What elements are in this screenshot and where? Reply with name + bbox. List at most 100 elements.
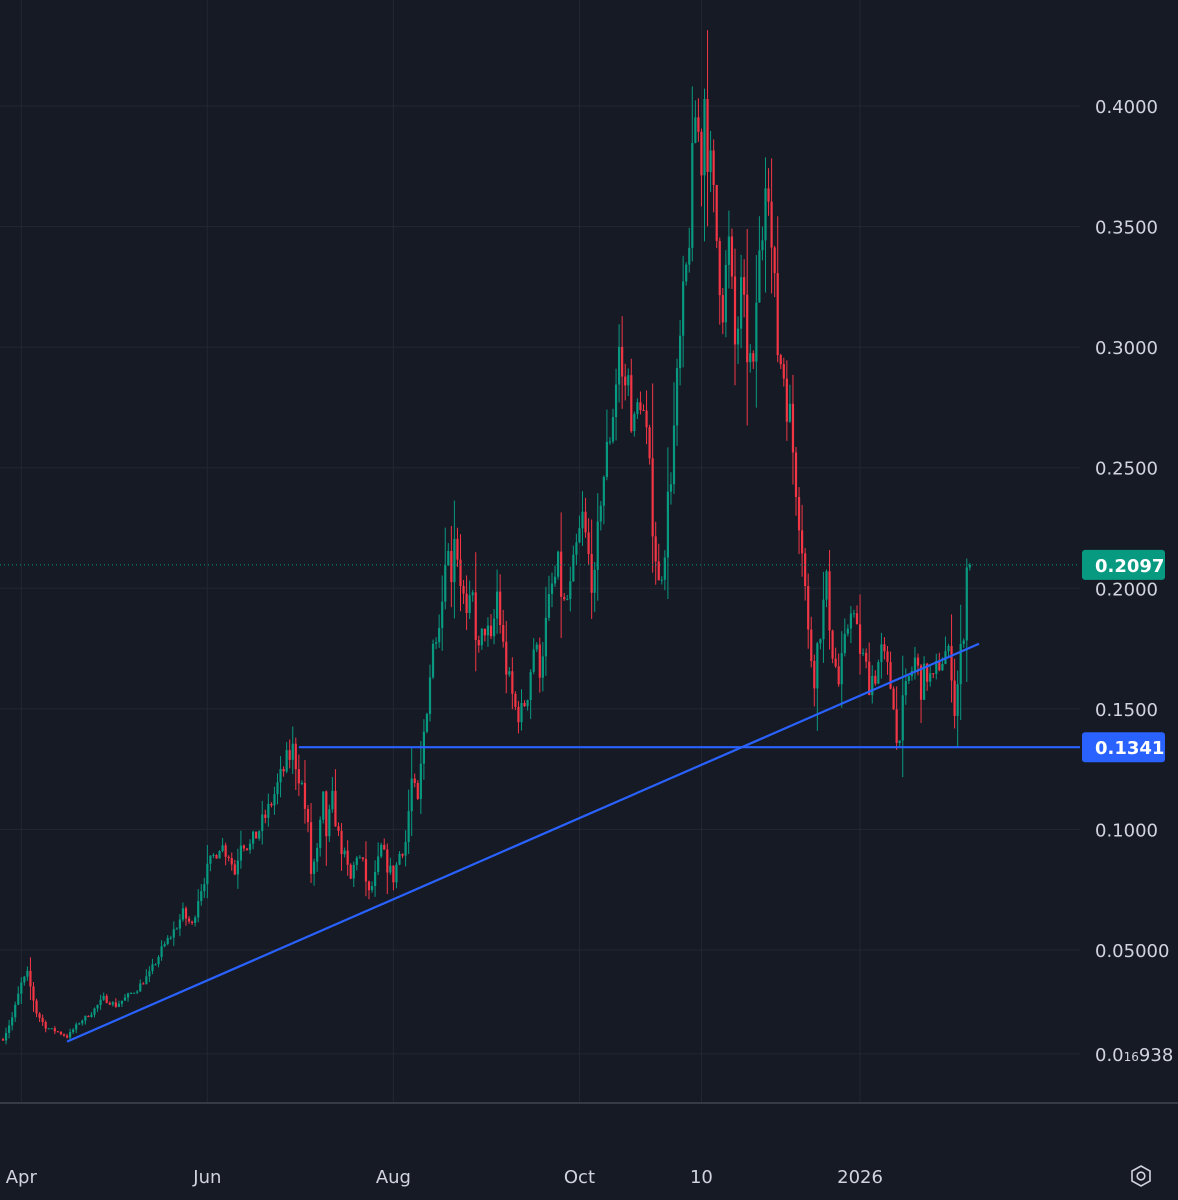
- candle-body: [682, 281, 685, 336]
- candle: [194, 915, 197, 927]
- candle-body: [450, 551, 453, 583]
- candle-body: [407, 811, 410, 843]
- candle: [401, 853, 404, 859]
- candle: [297, 754, 300, 797]
- candle: [703, 88, 706, 242]
- candle-body: [819, 639, 822, 644]
- candle: [337, 822, 340, 836]
- candle: [642, 404, 645, 412]
- candle: [651, 383, 654, 573]
- candle: [560, 512, 563, 639]
- candle-body: [489, 625, 493, 637]
- candle: [224, 842, 227, 866]
- candle-body: [264, 814, 267, 818]
- candle: [852, 609, 856, 618]
- candle: [944, 636, 947, 665]
- candle: [258, 830, 261, 841]
- current-price-badge: 0.2097: [1082, 549, 1165, 580]
- candle-body: [733, 276, 737, 345]
- trend-line: [66, 642, 980, 1043]
- candle: [56, 1031, 59, 1033]
- candle: [547, 575, 551, 622]
- candle: [788, 384, 791, 423]
- candle-body: [26, 970, 29, 977]
- candle: [657, 543, 660, 581]
- candle-body: [90, 1014, 93, 1017]
- candle: [700, 128, 703, 207]
- candle-body: [215, 855, 218, 859]
- candle-body: [75, 1024, 78, 1030]
- candle-body: [62, 1034, 66, 1036]
- candle-body: [877, 662, 880, 684]
- candle-body: [834, 658, 837, 667]
- candle-body: [596, 521, 599, 570]
- candle: [306, 804, 310, 833]
- candle-body: [715, 184, 718, 241]
- candle: [764, 157, 767, 293]
- candle: [242, 844, 246, 852]
- candle-body: [361, 857, 364, 859]
- candle-body: [697, 117, 700, 132]
- candle-body: [273, 794, 276, 806]
- candle: [227, 855, 230, 862]
- candle: [898, 740, 901, 748]
- candle-body: [837, 666, 840, 685]
- drawings[interactable]: [0, 564, 1080, 1043]
- candle: [596, 493, 599, 601]
- candle: [105, 994, 108, 1004]
- candle-body: [514, 693, 517, 707]
- candle: [968, 563, 971, 571]
- candle-body: [727, 236, 730, 265]
- price-axis[interactable]: 0.4000 0.3500 0.3000 0.2500 0.2000 0.1500 0.10…: [1082, 97, 1173, 1066]
- candle-body: [258, 831, 261, 839]
- candle: [90, 1011, 93, 1018]
- candle: [666, 447, 669, 599]
- candle: [923, 656, 926, 701]
- candle-body: [871, 675, 874, 696]
- candle-body: [480, 628, 483, 646]
- candle: [364, 841, 368, 897]
- candle: [871, 665, 874, 704]
- candle-body: [20, 982, 23, 994]
- candle: [392, 865, 395, 891]
- candle: [578, 515, 581, 544]
- candle-body: [923, 663, 926, 700]
- candle: [331, 777, 334, 813]
- candle: [953, 658, 956, 729]
- candle-body: [148, 971, 151, 977]
- candle-body: [340, 830, 343, 855]
- candle: [935, 653, 938, 680]
- candle: [618, 324, 621, 403]
- candle: [349, 863, 352, 880]
- candle-body: [160, 946, 163, 957]
- candle: [590, 519, 593, 619]
- candle-body: [285, 750, 288, 772]
- settings-gear-icon[interactable]: [1125, 1160, 1157, 1192]
- candle-body: [78, 1023, 81, 1025]
- candle-body: [560, 551, 563, 597]
- candle-body: [306, 808, 310, 823]
- price-tick-label: 0.05000: [1095, 941, 1169, 962]
- candle: [712, 139, 715, 213]
- candle: [508, 667, 511, 677]
- candle-body: [163, 943, 166, 947]
- candle-body: [941, 663, 944, 671]
- candle: [313, 858, 316, 886]
- candle-body: [563, 596, 566, 600]
- time-axis[interactable]: Apr Jun Aug Oct 10 2026: [6, 1167, 883, 1188]
- candle-body: [462, 585, 465, 594]
- candle: [123, 993, 127, 1001]
- current-price-badge-bg: [1082, 549, 1165, 580]
- candle: [865, 648, 868, 669]
- candle: [191, 920, 194, 925]
- candle-body: [761, 240, 764, 251]
- candle: [273, 786, 276, 815]
- candle-body: [779, 355, 782, 365]
- candle-body: [496, 591, 499, 619]
- candle-body: [230, 858, 233, 865]
- candle-body: [611, 417, 615, 442]
- candle: [645, 390, 648, 445]
- candle: [566, 594, 569, 601]
- candle-body: [618, 346, 621, 385]
